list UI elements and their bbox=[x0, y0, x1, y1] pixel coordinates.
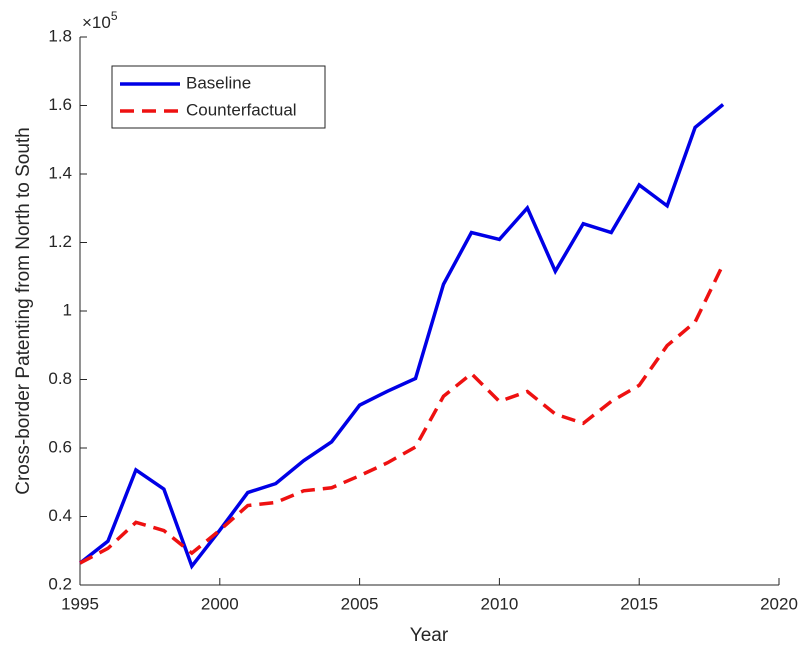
x-tick-label: 2020 bbox=[760, 594, 798, 613]
y-tick-label: 0.6 bbox=[48, 437, 72, 456]
y-tick-label: 1.8 bbox=[48, 26, 72, 45]
x-tick-label: 2015 bbox=[620, 594, 658, 613]
legend-box bbox=[111, 65, 326, 129]
y-multiplier-base: ×10 bbox=[82, 13, 111, 32]
x-tick-label: 1995 bbox=[61, 594, 99, 613]
y-tick-label: 1 bbox=[63, 300, 72, 319]
legend-label: Counterfactual bbox=[186, 100, 297, 119]
y-tick-label: 1.6 bbox=[48, 95, 72, 114]
x-tick-label: 2000 bbox=[201, 594, 239, 613]
y-tick-label: 0.4 bbox=[48, 506, 72, 525]
series-line bbox=[79, 263, 725, 565]
x-tick-label: 2005 bbox=[341, 594, 379, 613]
x-tick-label: 2010 bbox=[480, 594, 518, 613]
y-axis-label: Cross-border Patenting from North to Sou… bbox=[13, 127, 34, 495]
series-line bbox=[78, 103, 725, 570]
y-tick-label: 1.2 bbox=[48, 232, 72, 251]
x-axis-label: Year bbox=[410, 625, 449, 646]
legend-label: Baseline bbox=[186, 73, 251, 92]
y-multiplier-exponent: 5 bbox=[111, 9, 118, 23]
y-multiplier: ×105 bbox=[82, 9, 118, 32]
y-tick-label: 0.8 bbox=[48, 369, 72, 388]
y-tick-label: 1.4 bbox=[48, 163, 72, 182]
y-tick-label: 0.2 bbox=[48, 574, 72, 593]
